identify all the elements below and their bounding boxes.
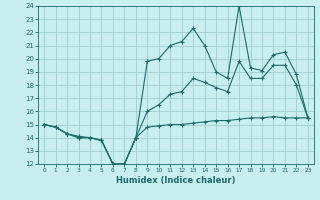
X-axis label: Humidex (Indice chaleur): Humidex (Indice chaleur) [116, 176, 236, 185]
